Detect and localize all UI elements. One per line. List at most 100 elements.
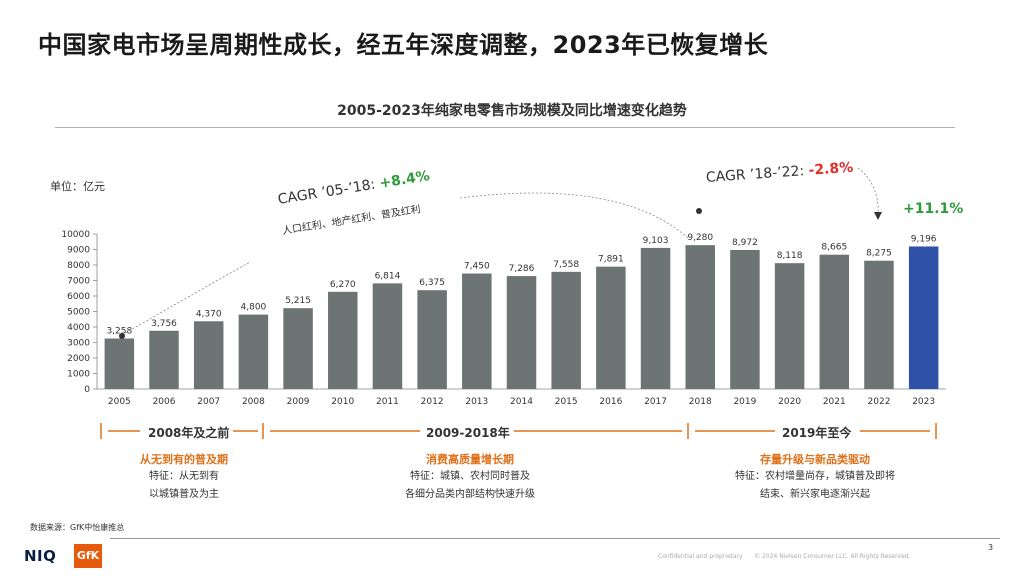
niq-logo: NIQ [24, 547, 57, 565]
x-tick-label-2013: 2013 [465, 397, 488, 407]
bar-2013 [462, 273, 492, 389]
value-label-2006: 3,756 [151, 319, 177, 329]
x-tick-label-2012: 2012 [421, 397, 444, 407]
period-brackets [100, 423, 937, 439]
data-source: 数据来源：GfK中怡康推总 [30, 523, 125, 532]
value-label-2011: 6,814 [375, 271, 401, 281]
value-label-2008: 4,800 [241, 303, 267, 313]
period-1-desc-line2: 以城镇普及为主 [149, 489, 219, 500]
y-tick-label: 8000 [67, 261, 90, 271]
bar-2018 [685, 245, 715, 389]
footer-divider [110, 538, 1000, 539]
cagr1-dot [119, 333, 125, 339]
bar-2014 [506, 276, 537, 389]
x-tick-label-2023: 2023 [912, 397, 935, 407]
period-1-label: 2008年及之前 [144, 424, 234, 441]
bar-2012 [417, 290, 447, 389]
x-tick-label-2010: 2010 [331, 397, 354, 407]
period-2-desc-line1: 特征：城镇、农村同时普及 [410, 471, 530, 482]
title-divider [55, 127, 955, 128]
chart-y-tick-labels: 0 1000 2000 3000 4000 5000 6000 7000 8000 9000 100… [61, 230, 90, 395]
value-label-2012: 6,375 [419, 278, 445, 288]
bar-2005 [104, 338, 135, 389]
x-tick-label-2016: 2016 [599, 397, 622, 407]
period-3-label: 2019年至今 [778, 424, 856, 441]
x-tick-label-2007: 2007 [197, 397, 220, 407]
y-tick-label: 10000 [61, 230, 90, 240]
value-label-2014: 7,286 [509, 264, 535, 274]
period-1-title: 从无到有的普及期 [140, 453, 228, 466]
bar-2009 [283, 308, 313, 389]
period-3-desc-line2: 结束、新兴家电逐渐兴起 [760, 489, 870, 500]
y-tick-label: 3000 [67, 339, 90, 349]
x-tick-label-2021: 2021 [823, 397, 846, 407]
value-label-2015: 7,558 [553, 260, 579, 270]
value-label-2018: 9,280 [687, 233, 713, 243]
page-number: 3 [988, 543, 994, 552]
y-tick-label: 2000 [67, 354, 90, 364]
period-1-desc-line1: 特征：从无到有 [149, 471, 219, 482]
bar-2008 [238, 314, 269, 389]
value-label-2005: 3,258 [106, 327, 132, 337]
period-2-desc-line2: 各细分品类内部结构快速升级 [405, 489, 535, 500]
bar-2023 [908, 246, 939, 389]
cagr2-arrowhead [874, 212, 882, 220]
bar-2007 [193, 321, 224, 389]
x-tick-label-2005: 2005 [108, 397, 131, 407]
period-2-label: 2009-2018年 [422, 424, 514, 441]
bar-2015 [551, 271, 581, 389]
value-label-2010: 6,270 [330, 280, 356, 290]
bar-2017 [640, 247, 671, 389]
unit-label: 单位：亿元 [50, 180, 105, 193]
chart-title: 2005-2023年纯家电零售市场规模及同比增速变化趋势 [337, 103, 687, 119]
y-tick-label: 1000 [67, 370, 90, 380]
x-tick-label-2020: 2020 [778, 397, 801, 407]
bar-2010 [328, 291, 358, 389]
y-tick-label: 9000 [67, 246, 90, 256]
x-tick-label-2022: 2022 [868, 397, 891, 407]
x-tick-label-2018: 2018 [689, 397, 712, 407]
value-label-2022: 8,275 [866, 249, 892, 259]
growth-2023: +11.1% [903, 201, 964, 217]
chart-bars [104, 245, 939, 389]
gfk-logo: GfK [74, 544, 102, 568]
y-tick-label: 7000 [67, 277, 90, 287]
value-label-2009: 5,215 [285, 296, 311, 306]
value-label-2020: 8,118 [777, 251, 803, 261]
y-tick-label: 0 [84, 385, 90, 395]
bar-2019 [730, 249, 760, 389]
y-tick-label: 5000 [67, 308, 90, 318]
x-tick-label-2009: 2009 [287, 397, 310, 407]
y-tick-label: 4000 [67, 323, 90, 333]
cagr2-dot [696, 208, 702, 214]
x-tick-label-2008: 2008 [242, 397, 265, 407]
period-3-title: 存量升级与新品类驱动 [760, 453, 870, 466]
value-label-2021: 8,665 [821, 243, 847, 253]
value-label-2016: 7,891 [598, 255, 624, 265]
x-tick-label-2006: 2006 [153, 397, 176, 407]
bar-2020 [774, 263, 805, 389]
value-label-2007: 4,370 [196, 309, 222, 319]
x-tick-label-2019: 2019 [733, 397, 756, 407]
cagr1-arc-right [459, 192, 689, 239]
x-tick-label-2015: 2015 [555, 397, 578, 407]
chart-x-tick-labels: 2005 2006 2007 2008 2009 2010 2011 2012 2013 2014… [108, 397, 935, 407]
page-headline: 中国家电市场呈周期性成长，经五年深度调整，2023年已恢复增长 [38, 31, 769, 59]
x-tick-label-2011: 2011 [376, 397, 399, 407]
period-3-desc-line1: 特征：农村增量尚存，城镇普及即将 [735, 471, 895, 482]
bar-2021 [819, 254, 850, 389]
x-tick-label-2014: 2014 [510, 397, 533, 407]
cagr1-arc [121, 261, 251, 336]
period-2-title: 消费高质量增长期 [426, 453, 514, 466]
value-label-2023: 9,196 [911, 234, 937, 244]
bar-2016 [596, 266, 626, 389]
value-label-2017: 9,103 [643, 236, 669, 246]
bar-2006 [149, 330, 179, 389]
value-label-2019: 8,972 [732, 238, 758, 248]
cagr2-arc [857, 167, 879, 217]
value-label-2013: 7,450 [464, 262, 490, 272]
footer-legal: Confidential and proprietary © 2024 Niel… [658, 553, 911, 560]
bar-2022 [864, 260, 894, 389]
x-tick-label-2017: 2017 [644, 397, 667, 407]
